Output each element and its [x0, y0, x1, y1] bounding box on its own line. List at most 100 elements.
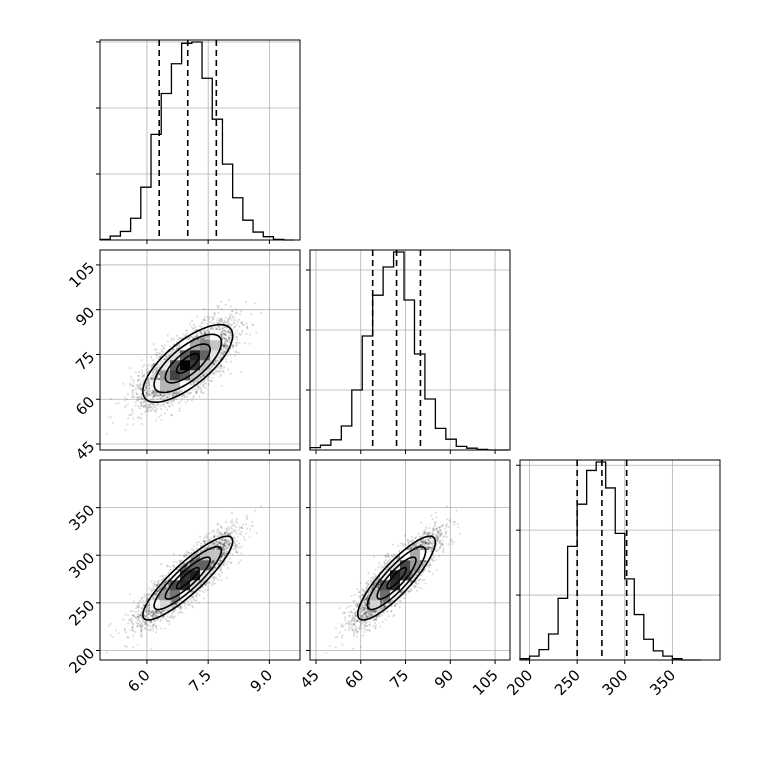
sample-point [219, 341, 222, 344]
sample-point [175, 391, 178, 394]
contours [142, 323, 234, 404]
sample-point [146, 391, 148, 394]
sample-point [230, 325, 233, 328]
sample-point [211, 569, 214, 572]
grid [310, 250, 510, 450]
sample-point [211, 380, 214, 382]
sample-point [179, 604, 182, 607]
sample-point [235, 329, 238, 332]
sample-point [192, 338, 195, 340]
sample-point [152, 364, 155, 367]
sample-point [215, 539, 218, 542]
sample-point [232, 319, 235, 321]
sample-point [227, 321, 229, 323]
sample-point [220, 559, 223, 562]
sample-point [144, 405, 147, 408]
sample-point [156, 377, 158, 380]
sample-point [137, 399, 139, 402]
sample-point [211, 327, 213, 329]
sample-point [229, 316, 232, 319]
sample-point [203, 374, 206, 377]
sample-point [154, 372, 157, 375]
sample-point [129, 414, 132, 416]
sample-point [137, 387, 140, 389]
sample-point [141, 627, 143, 630]
sample-point [228, 341, 231, 344]
sample-point [141, 371, 144, 374]
sample-point [159, 352, 162, 355]
sample-point [190, 556, 193, 559]
sample-point [144, 401, 147, 404]
sample-point [155, 351, 158, 354]
sample-point [179, 400, 182, 403]
sample-point [220, 320, 223, 323]
sample-point [224, 337, 227, 340]
sample-point [177, 338, 180, 341]
sample-point [146, 390, 149, 393]
sample-point [240, 322, 243, 324]
sample-point [222, 345, 225, 348]
sample-point [153, 363, 156, 366]
sample-point [140, 402, 143, 405]
sample-point [182, 333, 185, 336]
sample-point [175, 398, 178, 400]
sample-point [151, 364, 154, 367]
sample-point [217, 540, 220, 543]
sample-point [215, 360, 218, 362]
sample-point [160, 393, 163, 396]
sample-point [170, 337, 173, 340]
axes-frame [309, 249, 511, 451]
sample-point [150, 377, 153, 379]
sample-point [222, 344, 225, 347]
sample-point [148, 403, 151, 406]
sample-point [145, 386, 148, 389]
sample-point [146, 410, 149, 413]
sample-point [124, 405, 127, 407]
sample-point [202, 338, 205, 341]
sample-point [172, 392, 175, 395]
sample-point [109, 398, 112, 400]
sample-point [213, 360, 216, 363]
sample-point [223, 320, 226, 323]
sample-point [213, 372, 216, 375]
sample-point [155, 370, 157, 373]
sample-point [177, 612, 180, 615]
sample-point [223, 350, 226, 353]
sample-point [167, 396, 170, 399]
sample-point [170, 392, 173, 395]
sample-point [213, 542, 216, 545]
sample-point [166, 396, 169, 399]
sample-point [173, 348, 175, 351]
sample-point [223, 545, 226, 548]
sample-point [228, 338, 231, 341]
sample-point [137, 380, 139, 382]
sample-point [223, 345, 226, 348]
sample-point [236, 551, 239, 554]
sample-point [142, 406, 145, 409]
sample-point [204, 382, 207, 385]
sample-point [159, 588, 162, 590]
sample-point [224, 332, 227, 335]
density-bin [190, 350, 201, 361]
sample-point [200, 332, 203, 335]
sample-point [245, 301, 247, 304]
sample-point [159, 356, 162, 359]
sample-point [168, 394, 171, 397]
sample-point [144, 399, 146, 402]
sample-point [143, 373, 146, 376]
sample-point [185, 560, 188, 563]
sample-point [147, 603, 150, 606]
sample-point [155, 627, 158, 630]
sample-point [210, 548, 212, 551]
sample-point [151, 371, 154, 374]
sample-point [161, 345, 163, 347]
sample-point [141, 397, 143, 400]
sample-point [191, 327, 194, 330]
sample-point [155, 610, 157, 613]
sample-point [147, 410, 150, 412]
sample-point [156, 391, 158, 394]
sample-point [226, 531, 229, 534]
sample-point [149, 621, 152, 624]
sample-point [230, 314, 233, 317]
sample-point [214, 371, 217, 374]
